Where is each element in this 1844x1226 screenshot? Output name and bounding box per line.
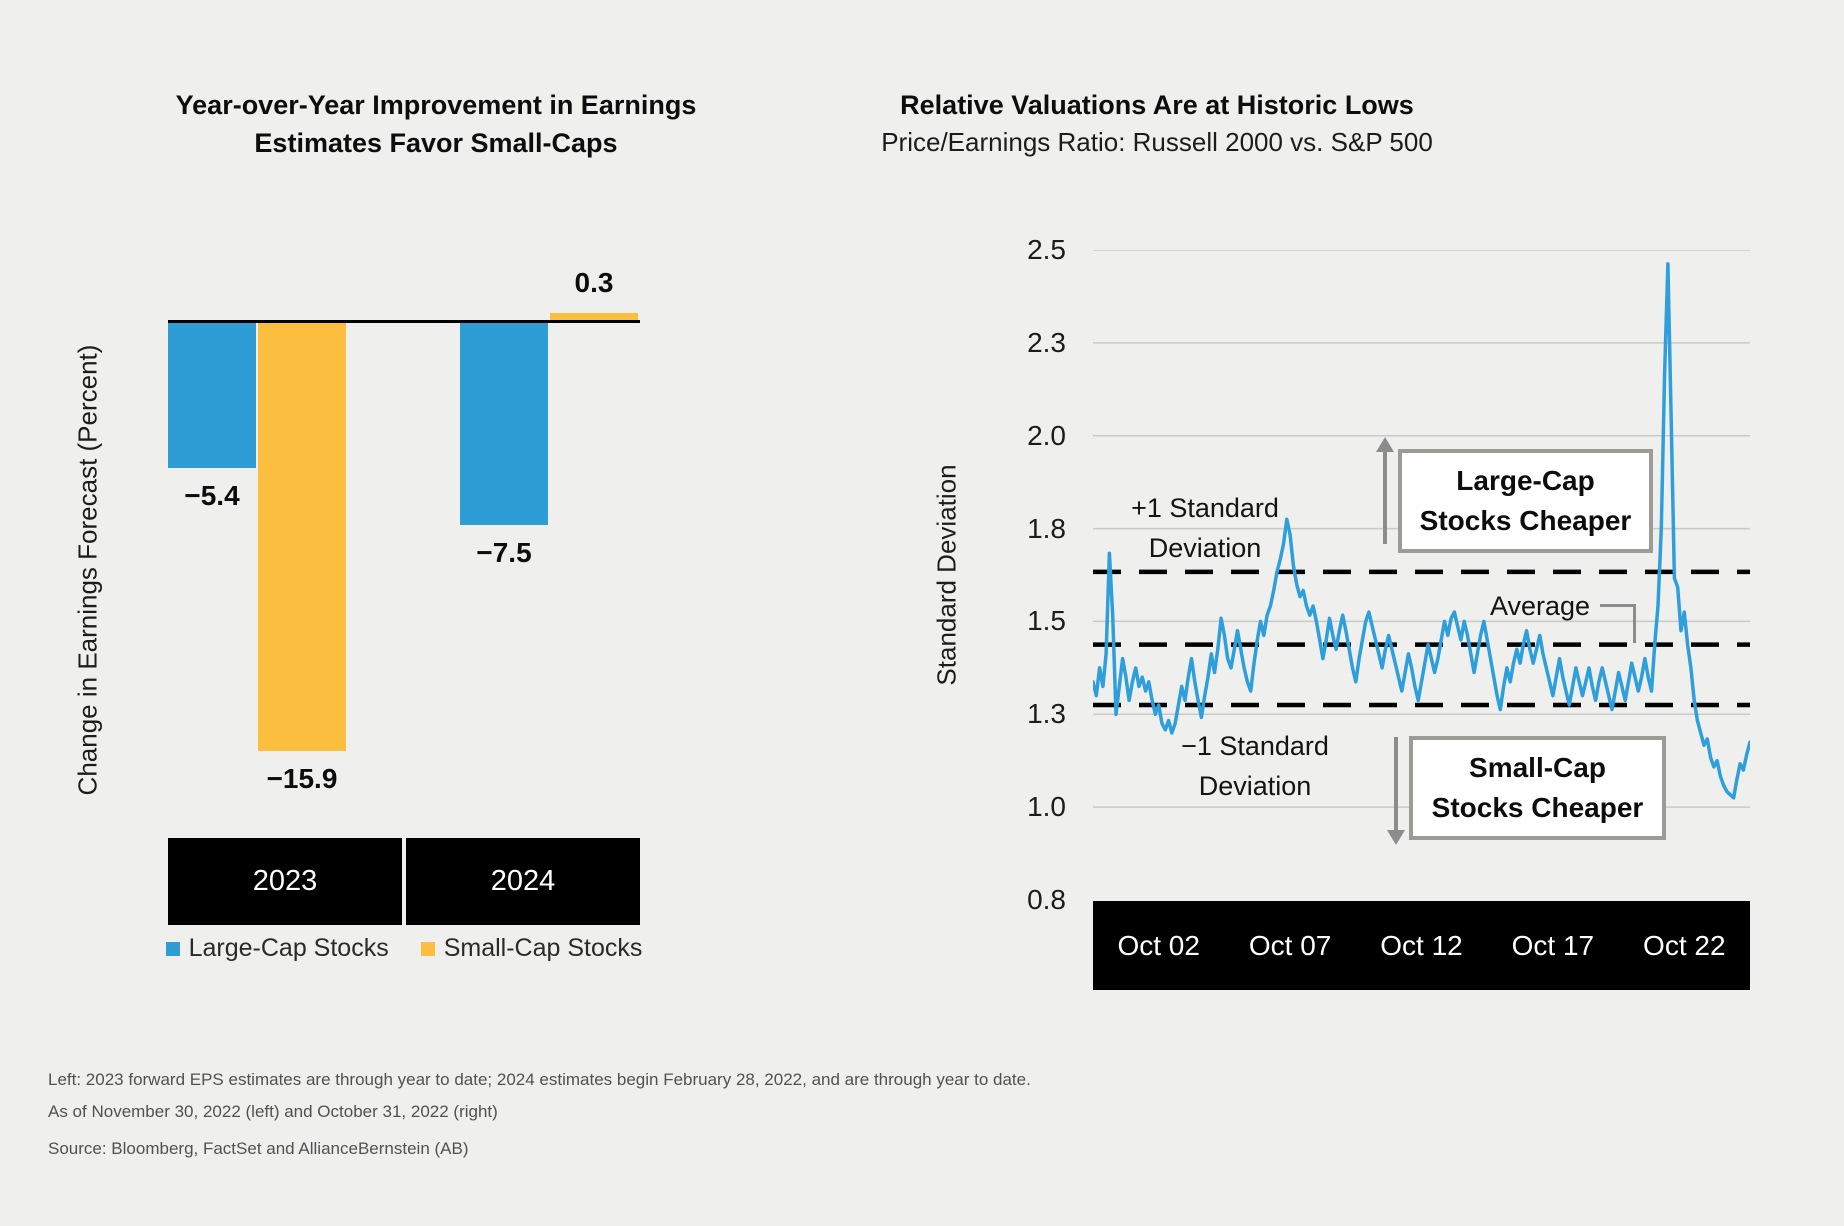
- down-arrow-icon: [1387, 830, 1405, 845]
- bar-2023-large-cap: [168, 322, 256, 468]
- legend-item-large-cap: Large-Cap Stocks: [165, 934, 389, 963]
- bar-value-label: −15.9: [266, 763, 338, 794]
- x-tick-oct-17: Oct 17: [1511, 930, 1595, 961]
- y-tick-1: 1.0: [1027, 791, 1066, 823]
- left-x-axis: 2023 2024: [168, 838, 640, 925]
- y-tick-1.5: 1.5: [1027, 605, 1066, 637]
- left-legend: Large-Cap Stocks Small-Cap Stocks: [165, 934, 643, 963]
- left-chart-title-line2: Estimates Favor Small-Caps: [254, 128, 618, 158]
- legend-label-small-cap: Small-Cap Stocks: [443, 934, 643, 962]
- footnote-source: Source: Bloomberg, FactSet and AllianceB…: [48, 1139, 469, 1158]
- right-chart-title: Relative Valuations Are at Historic Lows…: [860, 86, 1454, 160]
- right-y-axis-label: Standard Deviation: [931, 464, 962, 686]
- down-arrow-stem: [1394, 737, 1398, 832]
- small-cap-cheaper-box: Small-Cap Stocks Cheaper: [1409, 736, 1666, 840]
- x-category-2023: 2023: [168, 838, 402, 925]
- bar-2023-small-cap: [258, 322, 346, 751]
- right-chart-subtitle: Price/Earnings Ratio: Russell 2000 vs. S…: [881, 127, 1433, 157]
- x-category-2024: 2024: [406, 838, 640, 925]
- y-tick-2: 2.0: [1027, 419, 1066, 451]
- y-tick-2.5: 2.5: [1027, 234, 1066, 265]
- right-x-axis: Oct 02 Oct 07 Oct 12 Oct 17 Oct 22: [1093, 901, 1750, 990]
- bar-2024-small-cap: [550, 313, 638, 321]
- y-tick-1.8: 1.8: [1027, 512, 1066, 544]
- large-cap-swatch-icon: [165, 941, 180, 956]
- x-tick-oct-22: Oct 22: [1643, 930, 1726, 961]
- bar-value-label: 0.3: [574, 267, 614, 298]
- y-tick-1.3: 1.3: [1027, 698, 1066, 730]
- footnote-methodology: Left: 2023 forward EPS estimates are thr…: [48, 1070, 1031, 1089]
- pe-ratio-series-line: [1093, 262, 1750, 800]
- bar-value-label: −7.5: [476, 537, 532, 568]
- left-y-axis-label: Change in Earnings Forecast (Percent): [72, 344, 103, 796]
- right-chart-title-line: Relative Valuations Are at Historic Lows: [900, 90, 1414, 120]
- average-annotation: Average: [1489, 591, 1591, 621]
- zero-baseline: [168, 320, 640, 323]
- left-chart-title: Year-over-Year Improvement in Earnings E…: [136, 86, 736, 162]
- x-tick-oct-12: Oct 12: [1380, 930, 1463, 961]
- bar-2024-large-cap: [460, 322, 548, 525]
- legend-item-small-cap: Small-Cap Stocks: [420, 934, 643, 963]
- small-cap-swatch-icon: [420, 941, 435, 956]
- pe-ratio-line-chart: [1093, 250, 1750, 808]
- footnote-as-of-date: As of November 30, 2022 (left) and Octob…: [48, 1102, 498, 1121]
- left-chart-title-line1: Year-over-Year Improvement in Earnings: [175, 90, 697, 120]
- x-tick-oct-02: Oct 02: [1117, 930, 1200, 961]
- y-tick-0.8: 0.8: [1027, 884, 1066, 915]
- up-arrow-icon: [1376, 437, 1394, 452]
- up-arrow-stem: [1383, 450, 1387, 544]
- legend-label-large-cap: Large-Cap Stocks: [188, 934, 389, 962]
- minus1-std-annotation: −1 Standard Deviation: [1181, 731, 1329, 801]
- plus1-std-annotation: +1 Standard Deviation: [1131, 493, 1279, 563]
- bar-value-label: −5.4: [184, 480, 240, 511]
- y-tick-2.3: 2.3: [1027, 326, 1066, 358]
- large-cap-cheaper-box: Large-Cap Stocks Cheaper: [1398, 449, 1653, 553]
- average-leader-line: [1600, 604, 1636, 643]
- x-tick-oct-07: Oct 07: [1248, 930, 1332, 961]
